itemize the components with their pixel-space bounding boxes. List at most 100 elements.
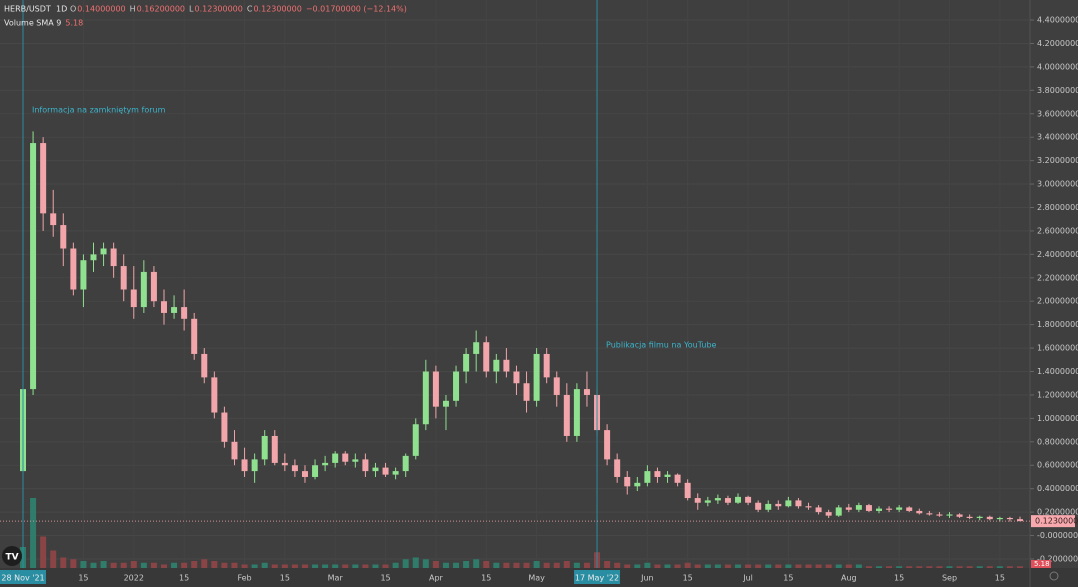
volume-bar <box>100 561 107 568</box>
volume-bar <box>171 562 178 568</box>
candle-body <box>291 465 298 472</box>
candle-body <box>704 500 711 503</box>
candle-body <box>301 471 308 477</box>
annotation-text: Publikacja filmu na YouTube <box>606 341 717 350</box>
candle-body <box>835 507 842 516</box>
volume-bar <box>906 566 913 568</box>
x-tick-label: 17 May '22 <box>575 574 619 583</box>
volume-bar <box>40 536 47 568</box>
candle-body <box>251 459 258 472</box>
volume-bar <box>291 564 298 568</box>
symbol: HERB/USDT <box>4 5 51 14</box>
volume-bar <box>664 564 671 568</box>
volume-bar <box>654 564 661 568</box>
y-tick-label: 3.00000000 <box>1037 180 1078 189</box>
candle-body <box>281 462 288 466</box>
candle-body <box>453 371 460 401</box>
volume-bar <box>795 564 802 568</box>
candle-body <box>755 502 762 510</box>
candle-body <box>614 459 621 477</box>
candle-body <box>825 512 832 516</box>
volume-bar <box>926 566 933 568</box>
volume-bar <box>201 559 208 568</box>
volume-bar <box>60 557 67 568</box>
candle-body <box>543 353 550 378</box>
candle-body <box>956 514 963 517</box>
settings-button[interactable] <box>1049 571 1059 581</box>
volume-bar <box>634 564 641 568</box>
candle-body <box>412 424 419 456</box>
x-tick-label: 15 <box>78 574 88 583</box>
volume-bar <box>422 559 429 568</box>
candle-body <box>181 307 188 319</box>
x-tick-label: 15 <box>894 574 904 583</box>
candle-body <box>805 506 812 508</box>
volume-bar <box>714 564 721 568</box>
volume-bar <box>181 562 188 568</box>
candle-body <box>231 441 238 460</box>
candle-body <box>916 510 923 514</box>
candle-body <box>191 318 198 354</box>
candle-body <box>765 503 772 510</box>
ohlc-value: 0.14000000 <box>77 5 125 14</box>
ohlc-key: O <box>70 5 76 14</box>
volume-bar <box>251 564 258 568</box>
volume-bar <box>352 564 359 568</box>
candle-body <box>865 505 872 511</box>
x-tick-label: 15 <box>280 574 290 583</box>
candle-body <box>160 301 167 313</box>
volume-bar <box>271 564 278 568</box>
candle-body <box>322 462 329 466</box>
candle-body <box>432 371 439 407</box>
volume-bar <box>976 566 983 568</box>
volume-bar <box>765 564 772 568</box>
volume-bar <box>684 562 691 568</box>
candle-body <box>724 498 731 503</box>
volume-bar <box>986 566 993 568</box>
candle-body <box>150 271 157 302</box>
candle-body <box>382 467 389 475</box>
candle-body <box>906 507 913 511</box>
candle-body <box>402 455 409 472</box>
volume-bar <box>966 566 973 568</box>
ohlc-value: 0.12300000 <box>253 5 301 14</box>
volume-bar <box>865 566 872 568</box>
x-label-highlight <box>574 570 621 584</box>
volume-bar <box>936 566 943 568</box>
volume-bar <box>674 564 681 568</box>
legend-header: HERB/USDT 1D O 0.14000000 H 0.16200000 L 0.1230… <box>4 5 407 28</box>
candle-body <box>553 377 560 395</box>
x-tick-label: May <box>528 574 545 583</box>
interval: 1D <box>56 5 67 14</box>
candle-body <box>171 307 178 313</box>
candle-body <box>986 516 993 520</box>
candle-body <box>60 225 67 249</box>
change: −0.01700000 (−12.14%) <box>306 5 407 14</box>
volume-bar <box>50 550 57 568</box>
volume-bar <box>835 564 842 568</box>
candle-body <box>483 342 490 372</box>
x-tick-label: 28 Nov '21 <box>1 574 44 583</box>
volume-bar <box>191 561 198 568</box>
candle-body <box>261 435 268 460</box>
candle-body <box>100 248 107 255</box>
candles <box>20 131 1023 522</box>
candle-body <box>50 213 57 226</box>
y-tick-label: 3.80000000 <box>1037 86 1078 95</box>
volume-bar <box>916 566 923 568</box>
volume-indicator-value: 5.18 <box>65 19 83 28</box>
volume-bar <box>342 564 349 568</box>
candle-body <box>362 459 369 472</box>
volume-bar <box>432 561 439 568</box>
volume-bar <box>533 561 540 568</box>
volume-bar <box>442 562 449 568</box>
candle-body <box>745 496 752 503</box>
volume-bar <box>281 564 288 568</box>
volume-bar <box>956 566 963 568</box>
